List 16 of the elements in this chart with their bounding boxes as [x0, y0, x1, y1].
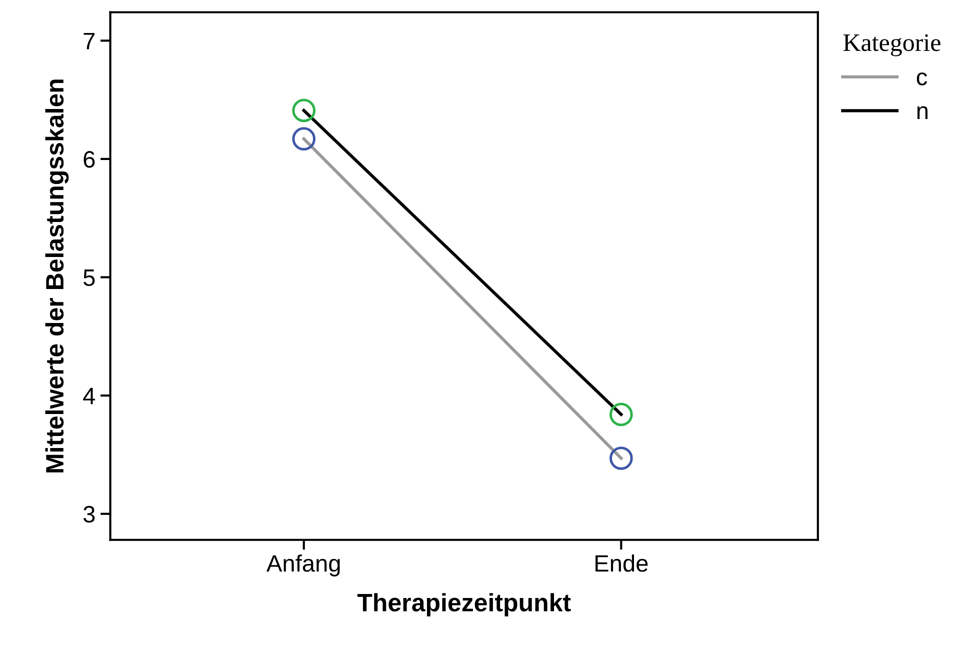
y-tick-label: 5: [84, 270, 95, 286]
y-tick-label: 4: [83, 388, 96, 404]
point: [609, 402, 633, 426]
y-tick-label: 7: [84, 32, 95, 50]
y-tick-label: 3: [83, 506, 95, 523]
y-tick-label: 6: [84, 151, 95, 168]
point: [292, 98, 316, 122]
point: [609, 446, 633, 470]
x-axis-title: Therapiezeitpunkt: [357, 593, 571, 616]
legend-title: Kategorie: [843, 34, 940, 56]
y-axis-title: Mittelwerte der Belastungsskalen: [45, 80, 69, 472]
legend-label: c: [916, 72, 928, 86]
x-tick-label: Anfang: [266, 554, 340, 576]
x-tick-label: Ende: [596, 554, 648, 572]
point: [292, 127, 316, 150]
legend-label: n: [917, 106, 928, 119]
